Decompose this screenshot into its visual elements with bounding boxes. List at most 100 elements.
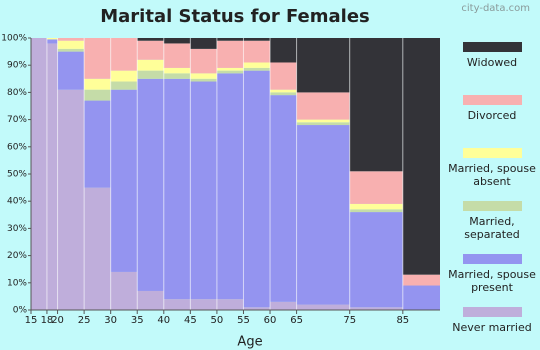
bar-segment (84, 187, 111, 310)
bar-segment (243, 38, 271, 41)
x-tick-label: 30 (104, 315, 117, 326)
bar-segment (163, 73, 191, 79)
bar-segment (57, 40, 85, 49)
bar-segment (216, 67, 244, 71)
bar-segment (243, 67, 271, 71)
bar-segment (137, 40, 164, 60)
bar-segment (270, 95, 297, 302)
x-tick-label: 45 (184, 315, 197, 326)
bar-segment (243, 307, 271, 310)
x-tick-label: 50 (211, 315, 224, 326)
bar-segment (46, 43, 58, 310)
y-tick-label: 50% (7, 170, 27, 180)
bar-segment (243, 70, 271, 308)
bar-segment (137, 70, 164, 79)
bar-segment (296, 122, 350, 126)
bar-segment (349, 171, 403, 204)
x-tick-label: 18 (41, 315, 54, 326)
y-tick-label: 90% (7, 61, 27, 71)
legend-swatch (463, 201, 522, 211)
bar-segment (57, 38, 85, 41)
x-tick-label: 60 (264, 315, 277, 326)
legend-swatch (463, 307, 522, 317)
bar-segment (57, 48, 85, 52)
bar-segment (163, 78, 191, 300)
bar-segment (84, 78, 111, 90)
bar-segment (216, 40, 244, 68)
bar-segment (216, 38, 244, 41)
bar-segment (163, 43, 191, 68)
bar-segment (110, 81, 138, 90)
bar-segment (46, 39, 58, 44)
bar-segment (243, 40, 271, 63)
bar-segment (137, 78, 164, 291)
x-tick-label: 25 (78, 315, 91, 326)
y-tick-label: 70% (7, 115, 27, 125)
bar-segment (296, 125, 350, 305)
bar-segment (190, 73, 217, 79)
bar-segment (163, 38, 191, 44)
bar-segment (270, 301, 297, 310)
x-tick-label: 65 (290, 315, 303, 326)
bar-segment (137, 38, 164, 41)
bar-segment (349, 38, 403, 172)
x-tick-label: 85 (396, 315, 409, 326)
bar-segment (57, 89, 85, 311)
bar-segment (84, 89, 111, 101)
bar-segment (349, 307, 403, 310)
bar-segment (190, 299, 217, 310)
x-tick-label: 75 (343, 315, 356, 326)
bar-segment (31, 38, 47, 310)
chart-title: Marital Status for Females (100, 6, 370, 27)
bar-segment (270, 89, 297, 93)
bar-segment (243, 62, 271, 68)
bar-segment (84, 38, 111, 79)
watermark: city-data.com (461, 3, 530, 14)
legend-label: Married, spouse present (448, 268, 536, 294)
bars (31, 38, 440, 311)
y-tick-label: 0% (13, 306, 28, 316)
bar-segment (110, 70, 138, 82)
bar-segment (296, 304, 350, 310)
legend-label: Divorced (467, 109, 517, 122)
bar-segment (84, 100, 111, 188)
legend-swatch (463, 42, 522, 52)
bar-segment (349, 212, 403, 308)
bar-segment (216, 73, 244, 300)
x-tick-label: 55 (237, 315, 250, 326)
y-tick-label: 10% (7, 278, 27, 288)
bar-segment (216, 299, 244, 310)
bar-segment (190, 81, 217, 300)
y-tick-label: 30% (7, 224, 27, 234)
x-tick-label: 20 (51, 315, 64, 326)
x-tick-label: 35 (131, 315, 144, 326)
bar-segment (110, 89, 138, 272)
bar-segment (46, 38, 58, 40)
legend-swatch (463, 95, 522, 105)
legend-label: Never married (452, 321, 532, 334)
legend-label: Widowed (466, 56, 518, 69)
y-tick-label: 60% (7, 142, 27, 152)
bar-segment (349, 209, 403, 213)
bar-segment (402, 274, 440, 286)
bar-segment (270, 38, 297, 63)
bar-segment (402, 38, 440, 275)
bar-segment (270, 62, 297, 90)
legend-swatch (463, 254, 522, 264)
bar-segment (110, 271, 138, 310)
bar-segment (163, 67, 191, 74)
y-tick-label: 100% (1, 34, 27, 44)
bar-segment (296, 119, 350, 123)
y-tick-label: 80% (7, 88, 27, 98)
y-tick-label: 20% (7, 251, 27, 261)
y-tick-label: 40% (7, 197, 27, 207)
bar-segment (270, 92, 297, 96)
bar-segment (216, 70, 244, 74)
bar-segment (402, 285, 440, 310)
bar-segment (137, 59, 164, 71)
bar-segment (137, 290, 164, 310)
bar-segment (190, 48, 217, 74)
bar-segment (57, 51, 85, 90)
x-axis-label: Age (237, 335, 262, 350)
